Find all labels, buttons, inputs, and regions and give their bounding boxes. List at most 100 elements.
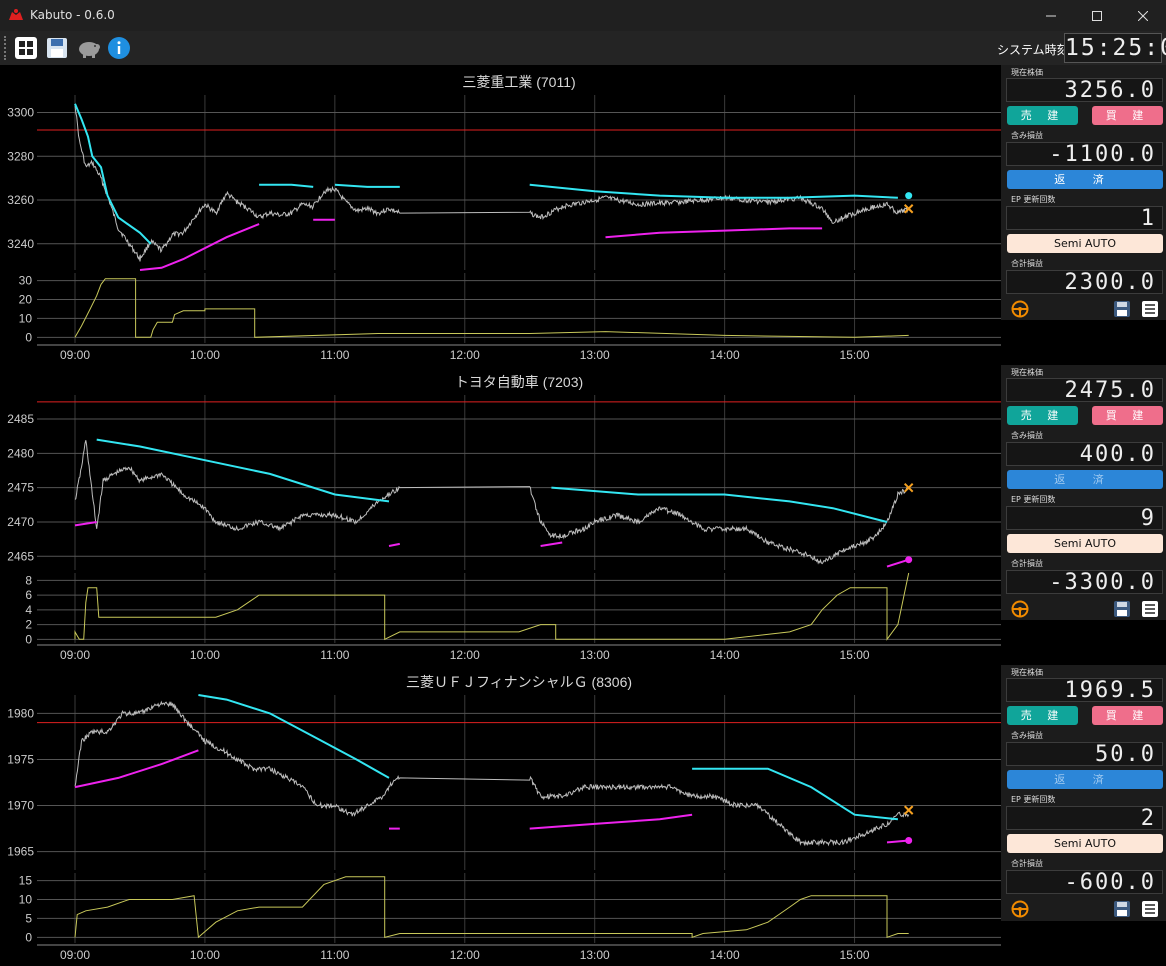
upper-band-series xyxy=(551,486,888,523)
ep-label: EP 更新回数 xyxy=(1011,495,1056,504)
volume-tick-label: 4 xyxy=(25,603,32,617)
total-value: -3300.0 xyxy=(1049,570,1156,595)
piggy-bank-button[interactable] xyxy=(75,36,103,60)
sell-button[interactable]: 売 建 xyxy=(1007,706,1078,725)
save-icon[interactable] xyxy=(1113,300,1131,318)
sell-button[interactable]: 売 建 xyxy=(1007,406,1078,425)
x-tick-label: 15:00 xyxy=(840,948,870,962)
volume-tick-label: 0 xyxy=(25,930,32,944)
repay-button[interactable]: 返 済 xyxy=(1007,770,1163,789)
pnl-label: 含み損益 xyxy=(1011,731,1043,740)
control-panel-8306: 現在株価 1969.5 売 建 買 建 含み損益 50.0 返 済 EP 更新回… xyxy=(1001,665,1166,921)
buy-button[interactable]: 買 建 xyxy=(1092,406,1163,425)
upper-band-series xyxy=(198,694,390,779)
repay-button[interactable]: 返 済 xyxy=(1007,470,1163,489)
y-tick-label: 1970 xyxy=(7,799,34,813)
current-band-marker xyxy=(905,837,913,845)
list-icon[interactable] xyxy=(1141,300,1159,318)
control-panel-7203: 現在株価 2475.0 売 建 買 建 含み損益 400.0 返 済 EP 更新… xyxy=(1001,365,1166,620)
semi-auto-button[interactable]: Semi AUTO xyxy=(1007,534,1163,553)
x-tick-label: 12:00 xyxy=(450,648,480,662)
y-tick-label: 1975 xyxy=(7,752,34,766)
lower-band-series xyxy=(74,521,97,527)
total-label: 合計損益 xyxy=(1011,859,1043,868)
x-tick-label: 15:00 xyxy=(840,648,870,662)
buy-button[interactable]: 買 建 xyxy=(1092,106,1163,125)
chart-8306[interactable]: 三菱ＵＦＪフィナンシャルＧ (8306) 1965 1970 1975 1980 0 5 10… xyxy=(0,665,1001,965)
current-price-marker xyxy=(903,204,914,214)
close-icon xyxy=(1138,10,1148,21)
price-display: 2475.0 xyxy=(1006,378,1163,403)
steering-wheel-icon[interactable] xyxy=(1011,600,1029,618)
chart-7011[interactable]: 三菱重工業 (7011) 3240 3260 3280 3300 0 10 20 30 09:00… xyxy=(0,65,1001,365)
volume-tick-label: 20 xyxy=(19,292,33,306)
repay-button[interactable]: 返 済 xyxy=(1007,170,1163,189)
y-tick-label: 2470 xyxy=(7,515,34,529)
x-tick-label: 11:00 xyxy=(320,348,349,362)
save-icon[interactable] xyxy=(1113,900,1131,918)
volume-tick-label: 30 xyxy=(19,274,33,288)
ep-label: EP 更新回数 xyxy=(1011,195,1056,204)
layout-button[interactable] xyxy=(14,36,38,60)
total-value: -600.0 xyxy=(1064,870,1156,895)
maximize-button[interactable] xyxy=(1074,0,1120,31)
semi-auto-button[interactable]: Semi AUTO xyxy=(1007,234,1163,253)
x-tick-label: 13:00 xyxy=(580,648,610,662)
list-icon[interactable] xyxy=(1141,900,1159,918)
lower-band-series xyxy=(605,227,823,239)
x-tick-label: 13:00 xyxy=(580,348,610,362)
chart-title: 三菱重工業 (7011) xyxy=(462,74,575,90)
pnl-display: 50.0 xyxy=(1006,742,1163,767)
save-icon[interactable] xyxy=(1113,600,1131,618)
ep-display: 1 xyxy=(1006,206,1163,231)
window-title: Kabuto - 0.6.0 xyxy=(30,8,115,22)
current-band-marker xyxy=(905,556,913,564)
ep-display: 9 xyxy=(1006,506,1163,531)
ep-value: 1 xyxy=(1140,206,1156,231)
upper-band-series xyxy=(692,767,899,821)
toolbar-grip[interactable] xyxy=(4,36,7,60)
ep-value: 9 xyxy=(1140,506,1156,531)
semi-auto-button[interactable]: Semi AUTO xyxy=(1007,834,1163,853)
pnl-display: 400.0 xyxy=(1006,442,1163,467)
close-button[interactable] xyxy=(1120,0,1166,31)
chart-title: 三菱ＵＦＪフィナンシャルＧ (8306) xyxy=(406,674,632,690)
list-icon[interactable] xyxy=(1141,600,1159,618)
save-button[interactable] xyxy=(45,36,69,60)
volume-tick-label: 0 xyxy=(25,632,32,646)
minimize-icon xyxy=(1046,15,1056,16)
system-clock-label: システム時刻 xyxy=(997,43,1069,57)
volume-plot-area xyxy=(37,573,1001,643)
total-display: 2300.0 xyxy=(1006,270,1163,295)
lower-band-series xyxy=(529,813,693,830)
price-label: 現在株価 xyxy=(1011,668,1043,677)
maximize-icon xyxy=(1092,10,1102,21)
volume-plot-area xyxy=(37,273,1001,343)
title-bar: Kabuto - 0.6.0 xyxy=(0,0,1166,31)
pnl-label: 含み損益 xyxy=(1011,431,1043,440)
upper-band-series xyxy=(529,183,898,199)
upper-band-series xyxy=(334,183,400,188)
minimize-button[interactable] xyxy=(1028,0,1074,31)
buy-button[interactable]: 買 建 xyxy=(1092,706,1163,725)
price-display: 1969.5 xyxy=(1006,678,1163,703)
piggy-bank-icon xyxy=(79,42,100,58)
volume-tick-label: 0 xyxy=(25,330,32,344)
steering-wheel-icon[interactable] xyxy=(1011,300,1029,318)
x-tick-label: 09:00 xyxy=(60,648,90,662)
current-band-marker xyxy=(905,192,913,200)
sell-button[interactable]: 売 建 xyxy=(1007,106,1078,125)
price-plot-area xyxy=(37,95,1001,270)
lower-band-series xyxy=(540,541,563,547)
toolbar: システム時刻 xyxy=(0,31,1166,65)
price-plot-area xyxy=(37,695,1001,870)
info-button[interactable] xyxy=(107,36,131,60)
system-clock-display: 15:25:01 xyxy=(1064,33,1166,63)
chart-area: 三菱重工業 (7011) 3240 3260 3280 3300 0 10 20 30 09:00… xyxy=(0,65,1001,966)
volume-tick-label: 8 xyxy=(25,573,32,587)
control-panel-7011: 現在株価 3256.0 売 建 買 建 含み損益 -1100.0 返 済 EP … xyxy=(1001,65,1166,320)
price-series xyxy=(74,700,910,847)
system-clock-value: 15:25:01 xyxy=(1065,35,1166,61)
steering-wheel-icon[interactable] xyxy=(1011,900,1029,918)
